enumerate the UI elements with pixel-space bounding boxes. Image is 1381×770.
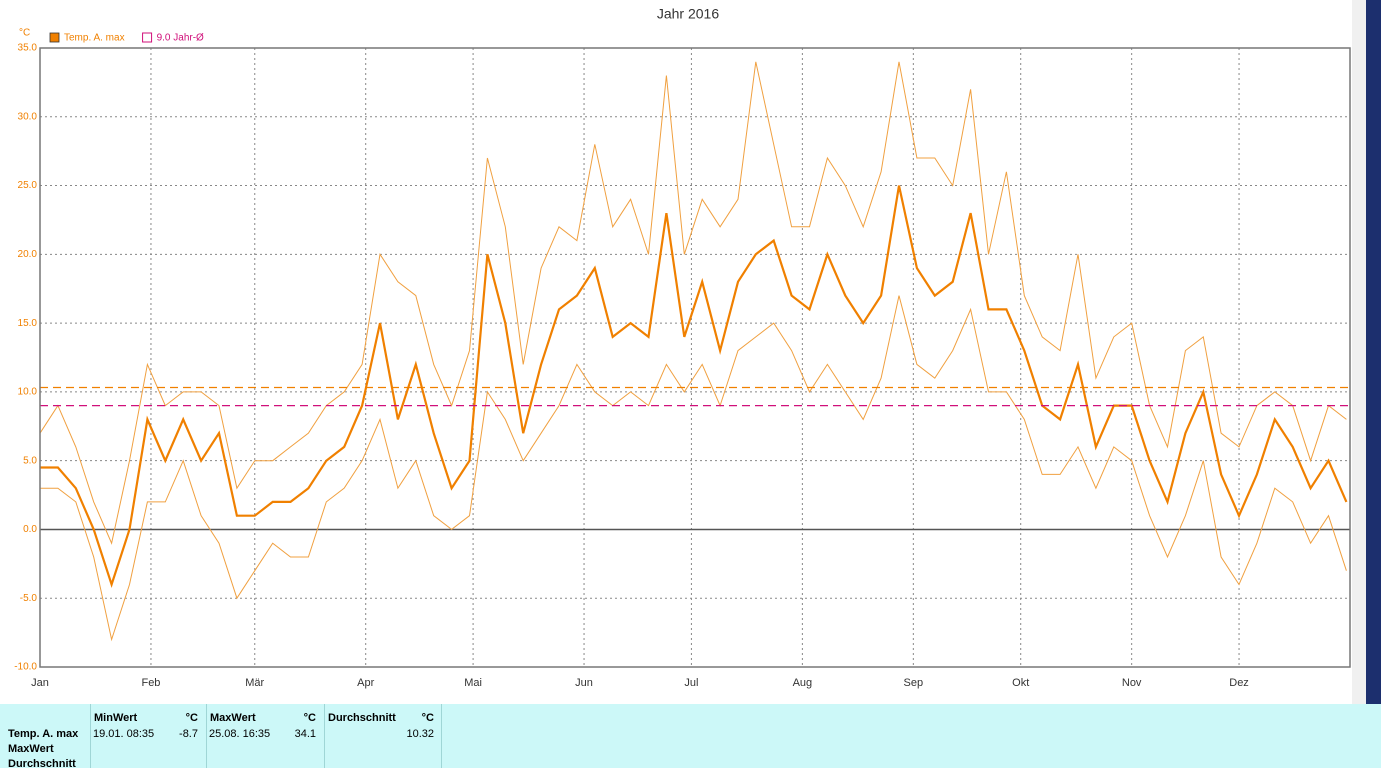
row-label: Temp. A. max [8,728,79,740]
y-unit: °C [19,28,30,39]
y-tick-label: 5.0 [23,455,37,466]
value-cell: -8.7 [179,728,198,740]
x-tick-label: Jun [575,677,593,689]
column-unit: °C [303,712,316,724]
window-edge [1366,0,1381,704]
plot-area [40,48,1350,667]
y-tick-label: 20.0 [18,249,38,260]
y-tick-label: 15.0 [18,318,38,329]
column-unit: °C [421,712,434,724]
band-line [39,61,1347,545]
column-unit: °C [185,712,198,724]
legend-swatch [142,32,153,43]
x-tick-label: Sep [904,677,924,689]
side-panel [1352,0,1366,704]
legend-swatch [49,32,60,43]
value-cell: 34.1 [294,728,316,740]
y-tick-label: 25.0 [18,180,38,191]
x-tick-label: Aug [793,677,813,689]
x-tick-label: Feb [141,677,160,689]
row-label: MaxWert [8,743,54,755]
x-tick-label: Nov [1122,677,1142,689]
column-divider [441,704,442,768]
x-tick-label: Apr [357,677,374,689]
x-tick-label: Jul [684,677,698,689]
y-tick-label: -5.0 [20,593,38,604]
y-tick-label: -10.0 [14,662,37,673]
time-cell: 25.08. 16:35 [209,728,271,740]
plot-border [39,47,1351,668]
band-line [40,295,1347,642]
y-tick-label: 35.0 [18,43,38,54]
y-tick-label: 0.0 [23,524,37,535]
column-header: MinWert [94,712,138,724]
time-cell: 19.01. 08:35 [93,728,155,740]
column-divider [206,704,207,768]
x-tick-label: Mär [245,677,264,689]
x-tick-label: Dez [1229,677,1249,689]
legend-label: Temp. A. max [64,33,125,44]
stats-table: Temp. A. max MaxWert Durchschnitt MinWert °C… [0,704,1381,770]
x-tick-label: Mai [464,677,482,689]
legend-label: 9.0 Jahr-Ø [157,33,204,44]
column-divider [90,704,91,768]
chart-title: Jahr 2016 [657,6,719,22]
chart: Jahr 2016 °C 35.0 30.0 25.0 20.0 15.0 10.0 5.0… [14,0,1381,704]
column-header: MaxWert [210,712,256,724]
row-label: Durchschnitt [8,758,76,770]
column-divider [324,704,325,768]
x-tick-label: Okt [1012,677,1029,689]
value-cell: 10.32 [406,728,434,740]
y-tick-label: 10.0 [18,387,38,398]
x-tick-label: Jan [31,677,49,689]
series-line [40,185,1348,589]
column-header: Durchschnitt [328,712,396,724]
y-tick-label: 30.0 [18,111,38,122]
